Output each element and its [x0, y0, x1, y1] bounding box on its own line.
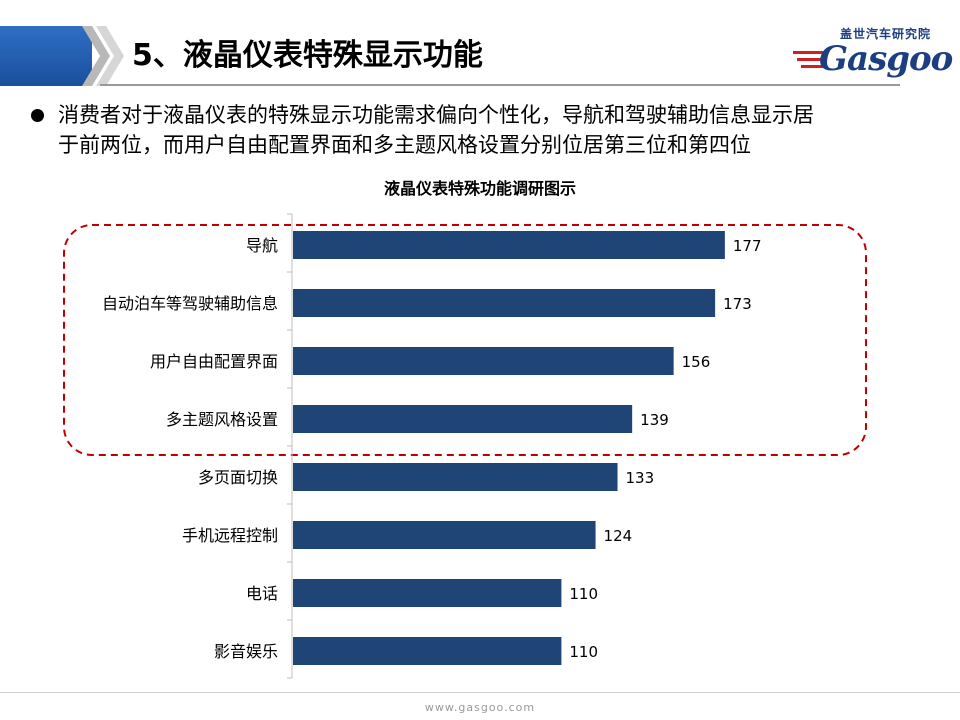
footer-divider: [0, 692, 960, 693]
data-label-3: 156: [682, 353, 711, 371]
bar-chart: 导航 177 自动泊车等驾驶辅助信息 173 用户自由配置界面 156 多主题风格设置 139…: [63, 213, 867, 679]
logo-cn-text: 盖世汽车研究院: [839, 27, 931, 41]
category-label-7: 电话: [246, 584, 278, 603]
footer-url: www.gasgoo.com: [424, 701, 536, 714]
data-label-5: 133: [626, 469, 655, 487]
category-label-4: 多主题风格设置: [166, 410, 278, 429]
data-label-1: 177: [733, 237, 762, 255]
slide-title: 5、液晶仪表特殊显示功能: [132, 38, 483, 73]
bar-8: [293, 637, 562, 665]
highlight-box: [63, 224, 867, 456]
logo-wordmark: Gasgoo: [819, 39, 953, 79]
bar-3: [293, 347, 674, 375]
category-label-3: 用户自由配置界面: [150, 352, 278, 371]
category-label-6: 手机远程控制: [182, 526, 278, 545]
bar-2: [293, 289, 716, 317]
bar-4: [293, 405, 633, 433]
bar-1: [293, 231, 725, 259]
bullet-line-1: 消费者对于液晶仪表的特殊显示功能需求偏向个性化，导航和驾驶辅助信息显示居: [58, 103, 814, 127]
category-label-1: 导航: [246, 236, 278, 255]
data-label-4: 139: [640, 411, 669, 429]
bar-7: [293, 579, 562, 607]
category-label-5: 多页面切换: [198, 468, 278, 487]
bullet-text: 消费者对于液晶仪表的特殊显示功能需求偏向个性化，导航和驾驶辅助信息显示居 于前两…: [58, 100, 938, 160]
bar-6: [293, 521, 596, 549]
logo-speed-lines-icon: [793, 51, 827, 68]
bar-5: [293, 463, 618, 491]
data-label-2: 173: [723, 295, 752, 313]
data-label-8: 110: [569, 643, 598, 661]
chart-title: 液晶仪表特殊功能调研图示: [383, 179, 576, 198]
bullet-line-2: 于前两位，而用户自由配置界面和多主题风格设置分别位居第三位和第四位: [58, 133, 751, 157]
data-label-6: 124: [604, 527, 633, 545]
title-divider: [100, 84, 900, 86]
chevron-decoration-icon: [82, 26, 124, 86]
gasgoo-logo: 盖世汽车研究院 Gasgoo: [793, 25, 953, 83]
data-label-7: 110: [569, 585, 598, 603]
header-band: [0, 26, 92, 86]
bullet-dot-icon: [31, 109, 44, 122]
category-label-2: 自动泊车等驾驶辅助信息: [102, 294, 278, 313]
category-label-8: 影音娱乐: [214, 642, 278, 661]
